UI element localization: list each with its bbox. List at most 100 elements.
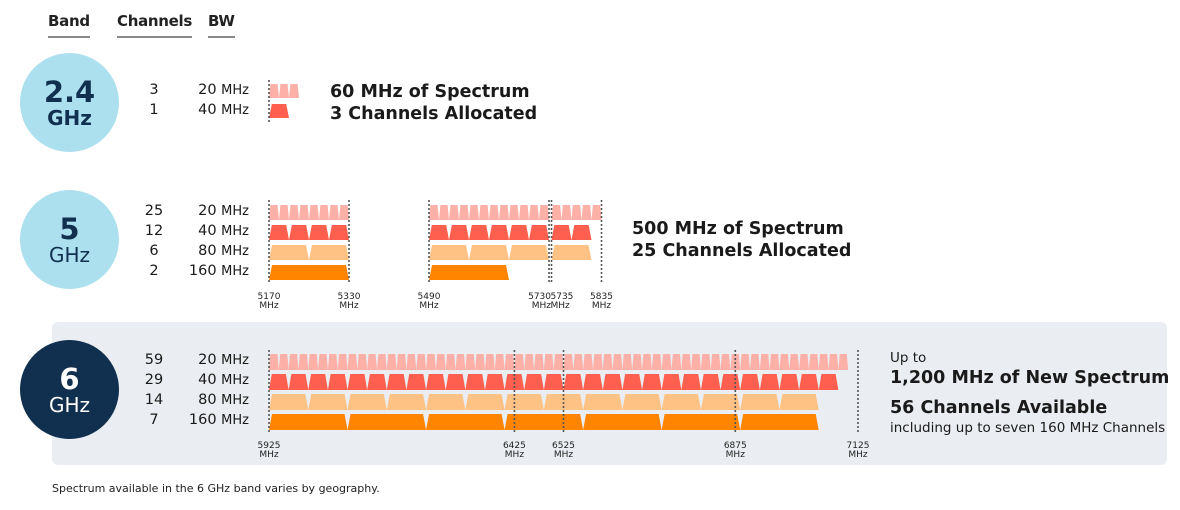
frequency-unit: MHz	[592, 301, 612, 311]
channel-count: 59	[144, 352, 164, 368]
channel-40mhz	[347, 374, 368, 390]
channel-80mhz	[347, 394, 387, 410]
channel-20mhz	[279, 205, 289, 220]
channel-40mhz	[818, 374, 839, 390]
bw-unit: MHz	[221, 393, 249, 408]
band-unit: GHz	[48, 392, 91, 417]
channel-20mhz	[818, 354, 829, 370]
channel-20mhz	[396, 354, 407, 370]
channel-20mhz	[309, 205, 319, 220]
channel-80mhz	[583, 394, 623, 410]
channel-20mhz	[337, 354, 348, 370]
channel-40mhz	[429, 225, 449, 240]
channel-20mhz	[651, 354, 662, 370]
channel-20mhz	[519, 205, 529, 220]
bw-unit: MHz	[221, 224, 249, 239]
channel-20mhz	[269, 84, 279, 98]
channel-count: 14	[144, 392, 164, 408]
channel-20mhz	[691, 354, 701, 370]
frequency-label: 5170	[258, 292, 281, 302]
channel-20mhz	[622, 354, 633, 370]
frequency-unit: MHz	[419, 301, 439, 311]
channel-20mhz	[808, 354, 819, 370]
channel-20mhz	[561, 205, 572, 220]
channel-20mhz	[581, 205, 592, 220]
channel-160mhz	[426, 414, 505, 430]
channel-20mhz	[318, 354, 328, 370]
summary-detail: including up to seven 160 MHz Channels	[890, 420, 1166, 436]
channel-40mhz	[308, 374, 328, 390]
channel-20mhz	[504, 354, 515, 370]
frequency-label: 5925	[258, 441, 281, 451]
bw-value: 20	[198, 203, 217, 219]
band-unit: GHz	[48, 242, 91, 267]
channel-40mhz	[740, 374, 760, 390]
channel-20mhz	[279, 84, 289, 98]
channel-80mhz	[308, 394, 348, 410]
channel-count: 1	[149, 102, 159, 118]
bw-value: 40	[198, 102, 217, 118]
summary-prefix: Up to	[890, 350, 927, 366]
channel-160mhz	[269, 414, 348, 430]
channel-20mhz	[642, 354, 652, 370]
channel-80mhz	[426, 394, 466, 410]
channel-40mhz	[524, 374, 544, 390]
channel-160mhz	[583, 414, 662, 430]
bw-unit: MHz	[221, 353, 249, 368]
frequency-label: 6875	[724, 441, 747, 451]
channel-20mhz	[534, 354, 544, 370]
bandwidth: 40 MHz	[139, 221, 249, 242]
channel-20mhz	[459, 205, 469, 220]
channel-80mhz	[309, 245, 349, 260]
bw-unit: MHz	[221, 373, 249, 388]
bw-unit: MHz	[221, 244, 249, 259]
channel-20mhz	[700, 354, 711, 370]
channel-count: 29	[144, 372, 164, 388]
channel-20mhz	[278, 354, 289, 370]
channel-40mhz	[563, 374, 584, 390]
channel-20mhz	[339, 205, 349, 220]
channel-20mhz	[347, 354, 358, 370]
band-circle-5ghz: 5 GHz	[20, 190, 119, 289]
channel-count: 7	[149, 412, 159, 428]
channel-20mhz	[406, 354, 417, 370]
channel-20mhz	[551, 205, 562, 220]
frequency-label: 6525	[552, 441, 575, 451]
bandwidth: 80 MHz	[139, 241, 249, 262]
bw-value: 20	[198, 352, 217, 368]
channel-160mhz	[269, 265, 349, 280]
bandwidth: 80 MHz	[139, 390, 249, 411]
channel-20mhz	[499, 205, 509, 220]
bw-value: 80	[198, 243, 217, 259]
channel-20mhz	[357, 354, 368, 370]
summary-2-4ghz: 60 MHz of Spectrum 3 Channels Allocated	[330, 81, 537, 125]
channel-20mhz	[769, 354, 780, 370]
channel-20mhz	[591, 205, 602, 220]
channel-40mhz	[571, 225, 592, 240]
channel-20mhz	[299, 205, 309, 220]
channel-20mhz	[288, 354, 299, 370]
channel-20mhz	[475, 354, 485, 370]
channel-20mhz	[376, 354, 387, 370]
frequency-label: 5330	[338, 292, 361, 302]
bw-value: 80	[198, 392, 217, 408]
channel-160mhz	[740, 414, 819, 430]
channel-80mhz	[779, 394, 819, 410]
channel-20mhz	[484, 354, 495, 370]
frequency-unit: MHz	[505, 450, 525, 460]
channel-20mhz	[671, 354, 682, 370]
channel-20mhz	[799, 354, 809, 370]
frequency-unit: MHz	[339, 301, 359, 311]
channel-20mhz	[710, 354, 721, 370]
channel-20mhz	[571, 205, 582, 220]
channel-20mhz	[602, 354, 613, 370]
spectrum-total: 60 MHz of Spectrum	[330, 82, 530, 102]
channel-80mhz	[386, 394, 427, 410]
channel-80mhz	[740, 394, 780, 410]
channel-20mhz	[426, 354, 436, 370]
channel-20mhz	[583, 354, 593, 370]
bandwidth: 40 MHz	[139, 370, 249, 391]
header-bw: BW	[208, 12, 235, 38]
frequency-unit: MHz	[259, 301, 279, 311]
channel-40mhz	[288, 374, 309, 390]
